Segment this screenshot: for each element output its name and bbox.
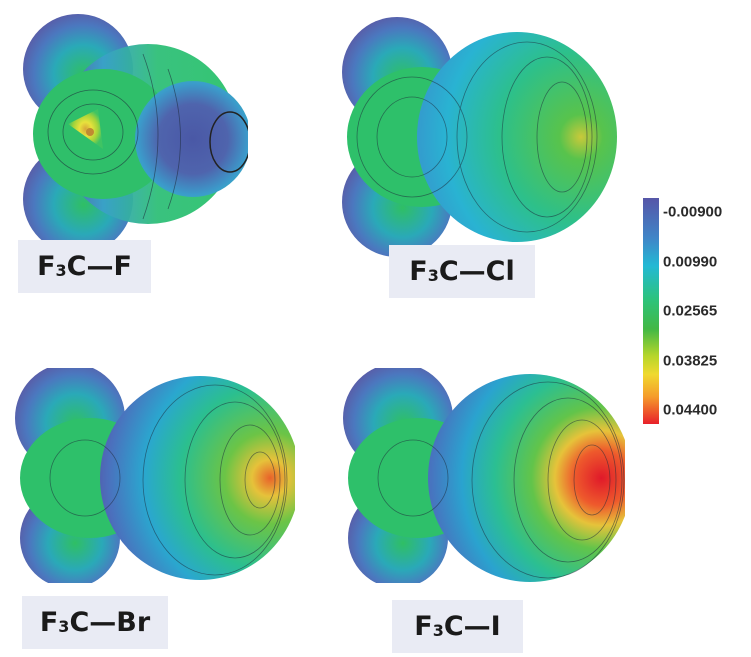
scale-label-4: 0.03825 [663,352,718,370]
scale-label-max: 0.04400 [663,401,718,419]
molecule-cf3cl-surface [332,12,617,257]
color-scale-bar [643,198,659,424]
scale-label-3: 0.02565 [663,302,718,320]
molecule-label-cf3i: F 3 C—I [392,600,523,653]
molecule-label-cf3br: F 3 C—Br [22,596,168,649]
molecule-label-cf3cl: F 3 C—Cl [389,245,535,298]
molecule-cf3br-surface [10,368,295,583]
color-scale-labels: -0.00900 0.00990 0.02565 0.03825 0.04400 [663,198,751,424]
scale-label-2: 0.00990 [663,253,718,271]
molecule-cf3i-surface [340,368,625,583]
molecule-cf3f-surface [8,14,248,254]
scale-label-min: -0.00900 [663,203,723,221]
molecule-label-cf3f: F 3 C—F [18,240,151,293]
